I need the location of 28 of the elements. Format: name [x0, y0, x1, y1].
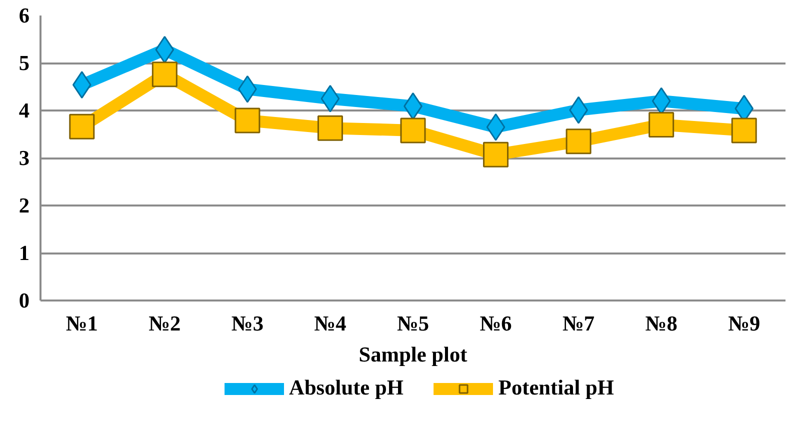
x-tick-label: №4 [314, 312, 347, 336]
point [317, 115, 343, 141]
y-tick-label: 2 [18, 194, 30, 218]
y-tick-label: 5 [18, 51, 30, 75]
x-tick-label: №5 [396, 312, 430, 336]
x-tick-label: №1 [66, 312, 98, 336]
x-tick-label: №8 [645, 312, 678, 336]
x-tick-label: №2 [148, 312, 181, 336]
point [234, 108, 260, 134]
point [69, 114, 95, 140]
point [152, 62, 178, 88]
point [400, 118, 426, 144]
point [648, 112, 674, 138]
x-tick-label: №9 [728, 312, 760, 336]
y-tick-label: 6 [18, 4, 30, 28]
x-tick-label: №3 [231, 312, 264, 336]
x-tick-label: №6 [480, 312, 512, 336]
y-tick-label: 4 [18, 98, 30, 122]
x-axis-title: Sample plot [358, 342, 468, 366]
point [566, 128, 592, 154]
legend-label: Absolute pH [289, 376, 404, 400]
y-tick-label: 0 [18, 288, 30, 312]
x-tick-label: №7 [562, 312, 595, 336]
legend-label: Potential pH [498, 376, 614, 400]
y-tick-label: 3 [18, 146, 30, 170]
point [731, 118, 757, 144]
y-tick-label: 1 [18, 241, 30, 265]
point [483, 142, 509, 168]
